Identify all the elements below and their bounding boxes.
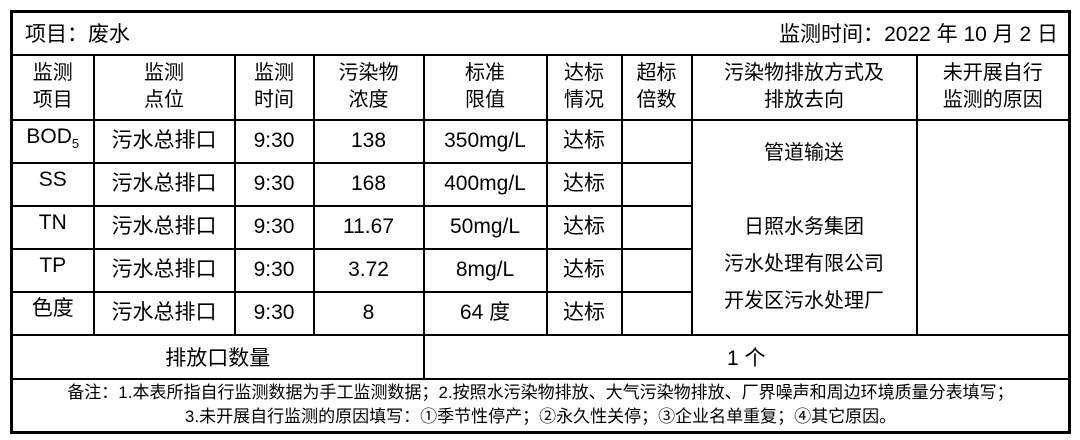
discharge-destination-line: 开发区污水处理厂 — [724, 289, 884, 312]
param-cell: 色度 — [10, 290, 95, 336]
point-cell: 污水总排口 — [92, 247, 236, 293]
table-row-bod5: BOD5 污水总排口 9:30 138 350mg/L 达标 管道输送 日照水务… — [10, 118, 1071, 336]
time-cell: 9:30 — [233, 290, 315, 336]
monitoring-time-field: 监测时间：2022 年 10 月 2 日 — [779, 18, 1058, 48]
concentration-cell: 11.67 — [312, 204, 425, 250]
param-cell: BOD5 — [10, 118, 95, 164]
discharge-method-cell: 管道输送 日照水务集团 污水处理有限公司 开发区污水处理厂 — [690, 118, 918, 336]
exceed-ratio-cell — [620, 290, 693, 336]
remarks-line-1: 备注：1.本表所指自行监测数据为手工监测数据；2.按照水污染物排放、大气污染物排… — [67, 383, 1014, 403]
time-cell: 9:30 — [233, 204, 315, 250]
project-label: 项目： — [25, 23, 88, 47]
point-cell: 污水总排口 — [92, 161, 236, 207]
discharge-method: 管道输送 — [764, 141, 844, 164]
time-cell: 9:30 — [233, 247, 315, 293]
info-cell: 项目：废水 监测时间：2022 年 10 月 2 日 — [10, 10, 1071, 56]
concentration-cell: 138 — [312, 118, 425, 164]
header-no-monitoring-reason: 未开展自行 监测的原因 — [915, 53, 1071, 121]
spacer — [694, 172, 915, 209]
header-monitoring-point: 监测 点位 — [92, 53, 236, 121]
header-pollutant-concentration: 污染物 浓度 — [312, 53, 425, 121]
outlet-count-row: 排放口数量 1 个 — [10, 333, 1071, 380]
header-exceed-ratio: 超标 倍数 — [620, 53, 693, 121]
status-cell: 达标 — [545, 204, 623, 250]
table-row-tn: TN 污水总排口 9:30 11.67 50mg/L 达标 — [10, 204, 1070, 250]
time-cell: 9:30 — [233, 118, 315, 164]
table-row-ss: SS 污水总排口 9:30 168 400mg/L 达标 — [10, 161, 1070, 207]
header-compliance-status: 达标 情况 — [545, 53, 623, 121]
exceed-ratio-cell — [620, 247, 693, 293]
header-discharge-method: 污染物排放方式及 排放去向 — [690, 53, 918, 121]
project-field: 项目：废水 — [25, 18, 130, 48]
discharge-destination-line: 污水处理有限公司 — [724, 252, 884, 275]
status-cell: 达标 — [545, 247, 623, 293]
header-standard-limit: 标准 限值 — [422, 53, 548, 121]
exceed-ratio-cell — [620, 204, 693, 250]
outlet-count-label-cell: 排放口数量 — [10, 333, 425, 380]
header-monitoring-item: 监测 项目 — [10, 53, 95, 121]
limit-cell: 64 度 — [422, 290, 548, 336]
limit-cell: 350mg/L — [422, 118, 548, 164]
monitoring-time-value: 2022 年 10 月 2 日 — [884, 23, 1058, 47]
concentration-cell: 3.72 — [312, 247, 425, 293]
point-cell: 污水总排口 — [92, 204, 236, 250]
monitoring-report-sheet: 项目：废水 监测时间：2022 年 10 月 2 日 监测 项目 监测 点位 监测时… — [10, 10, 1071, 434]
exceed-ratio-cell — [620, 161, 693, 207]
point-cell: 污水总排口 — [92, 290, 236, 336]
point-cell: 污水总排口 — [92, 118, 236, 164]
info-row: 项目：废水 监测时间：2022 年 10 月 2 日 — [10, 10, 1071, 56]
concentration-cell: 8 — [312, 290, 425, 336]
param-cell: SS — [10, 161, 95, 207]
header-monitoring-time: 监测 时间 — [233, 53, 315, 121]
limit-cell: 50mg/L — [422, 204, 548, 250]
no-monitoring-reason-cell — [915, 118, 1071, 336]
remarks-cell: 备注：1.本表所指自行监测数据为手工监测数据；2.按照水污染物排放、大气污染物排… — [10, 377, 1071, 434]
remarks-row: 备注：1.本表所指自行监测数据为手工监测数据；2.按照水污染物排放、大气污染物排… — [10, 377, 1071, 434]
time-cell: 9:30 — [233, 161, 315, 207]
table-row-tp: TP 污水总排口 9:30 3.72 8mg/L 达标 — [10, 247, 1070, 293]
table-row-chromaticity: 色度 污水总排口 9:30 8 64 度 达标 — [10, 290, 1070, 336]
exceed-ratio-cell — [620, 118, 693, 164]
param-cell: TP — [10, 247, 95, 293]
status-cell: 达标 — [545, 118, 623, 164]
limit-cell: 400mg/L — [422, 161, 548, 207]
outlet-count-value-cell: 1 个 — [422, 333, 1071, 380]
param-cell: TN — [10, 204, 95, 250]
concentration-cell: 168 — [312, 161, 425, 207]
status-cell: 达标 — [545, 161, 623, 207]
limit-cell: 8mg/L — [422, 247, 548, 293]
monitoring-time-label: 监测时间： — [779, 23, 885, 47]
remarks-line-2: 3.未开展自行监测的原因填写：①季节性停产；②永久性关停；③企业名单重复；④其它… — [184, 407, 897, 427]
table-header-row: 监测 项目 监测 点位 监测 时间 污染物 浓度 标准 限值 达标 情况 超标 倍数 污染物排… — [10, 53, 1071, 121]
wastewater-monitoring-table: 项目：废水 监测时间：2022 年 10 月 2 日 监测 项目 监测 点位 监测时… — [10, 10, 1071, 434]
project-value: 废水 — [88, 23, 130, 47]
status-cell: 达标 — [545, 290, 623, 336]
discharge-destination-line: 日照水务集团 — [744, 215, 864, 238]
